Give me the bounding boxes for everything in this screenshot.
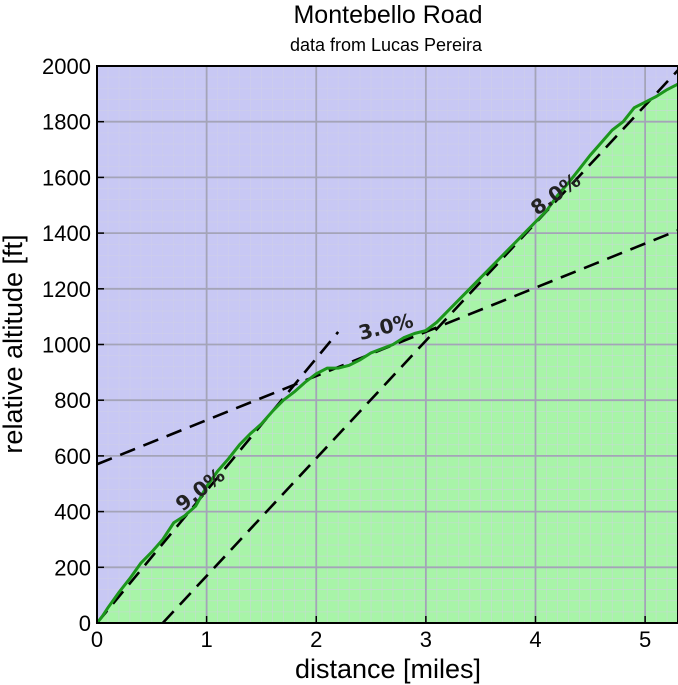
x-tick-label: 1 (200, 627, 212, 652)
y-tick-label: 1400 (42, 221, 91, 246)
profile-fill (97, 84, 678, 624)
x-axis-label: distance [miles] (295, 654, 481, 684)
axis-ticks: 0 1 2 3 4 5 0 200 400 600 800 1000 1200 1400 1600 1800 2… (42, 54, 651, 652)
chart-title: Montebello Road (293, 1, 482, 29)
x-tick-label: 2 (310, 627, 322, 652)
y-tick-label: 1200 (42, 277, 91, 302)
grade-guide-line (95, 331, 340, 624)
y-tick-label: 400 (54, 500, 91, 525)
y-tick-label: 600 (54, 444, 91, 469)
profile-line (95, 82, 678, 624)
y-tick-label: 1000 (42, 333, 91, 358)
y-axis-label: relative altitude [ft] (0, 234, 28, 453)
y-tick-label: 800 (54, 388, 91, 413)
plot-area: 9.0%3.0%8.0% (95, 65, 678, 624)
x-tick-label: 3 (420, 627, 432, 652)
chart-subtitle: data from Lucas Pereira (290, 35, 483, 55)
x-tick-label: 4 (529, 627, 541, 652)
y-tick-label: 2000 (42, 54, 91, 79)
y-tick-label: 1800 (42, 110, 91, 135)
y-tick-label: 200 (54, 555, 91, 580)
grade-guide-line (161, 69, 678, 624)
y-tick-label: 0 (79, 611, 91, 636)
x-tick-label: 5 (639, 627, 651, 652)
x-tick-label: 0 (91, 627, 103, 652)
y-tick-label: 1600 (42, 165, 91, 190)
